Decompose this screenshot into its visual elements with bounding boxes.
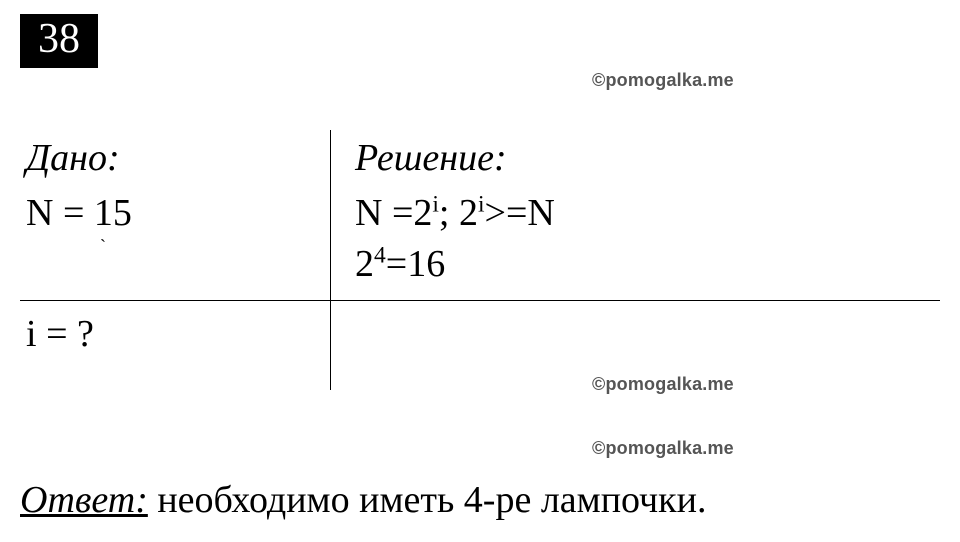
sol-l2-b: =16 xyxy=(386,243,445,285)
grid-row-top: Дано: N = 15 ` Решение: N =2i; 2i>=N 24=… xyxy=(20,130,940,300)
watermark-1: ©pomogalka.me xyxy=(592,70,734,91)
find-eq: = xyxy=(37,313,77,355)
find-qmark: ? xyxy=(77,313,94,355)
given-cell: Дано: N = 15 ` xyxy=(20,130,330,300)
answer-line: Ответ: необходимо иметь 4-ре лампочки. xyxy=(20,478,706,524)
sol-l1-a: N =2 xyxy=(355,192,432,234)
problem-number-text: 38 xyxy=(38,16,80,62)
watermark-3: ©pomogalka.me xyxy=(592,438,734,459)
sol-l1-c: >=N xyxy=(485,192,555,234)
stray-tick-mark: ` xyxy=(100,236,106,257)
grid-row-bottom: i = ? xyxy=(20,301,940,390)
solution-cell: Решение: N =2i; 2i>=N 24=16 xyxy=(331,130,940,300)
answer-text: необходимо иметь 4-ре лампочки. xyxy=(148,479,707,521)
answer-label: Ответ: xyxy=(20,479,148,521)
find-cell: i = ? xyxy=(20,301,330,390)
solution-line-2: 24=16 xyxy=(355,239,940,290)
sol-l2-a: 2 xyxy=(355,243,374,285)
given-eq-1: = xyxy=(53,192,93,234)
given-var-n: N xyxy=(26,192,53,234)
problem-number-badge: 38 xyxy=(20,14,98,68)
solution-heading: Решение: xyxy=(355,136,940,182)
find-line: i = ? xyxy=(26,309,318,360)
find-var-i: i xyxy=(26,313,37,355)
given-heading: Дано: xyxy=(26,136,318,182)
solution-grid: Дано: N = 15 ` Решение: N =2i; 2i>=N 24=… xyxy=(20,130,940,390)
solution-line-1: N =2i; 2i>=N xyxy=(355,188,940,239)
sol-l2-sup: 4 xyxy=(374,242,386,268)
page: 38 ©pomogalka.me Дано: N = 15 ` Решение:… xyxy=(0,0,960,542)
given-line-1: N = 15 xyxy=(26,188,318,239)
given-val-15: 15 xyxy=(94,192,132,234)
watermark-2: ©pomogalka.me xyxy=(592,374,734,395)
sol-l1-b: ; 2 xyxy=(439,192,478,234)
